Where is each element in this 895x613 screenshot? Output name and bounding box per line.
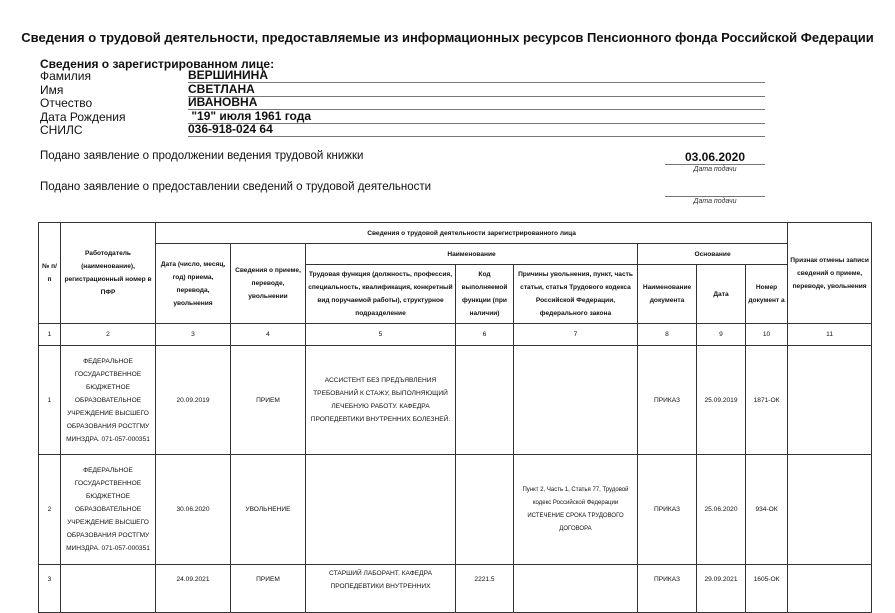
cell-event: УВОЛЬНЕНИЕ [230, 454, 306, 565]
header-basis-group: Основание [636, 243, 789, 265]
cell-date: 24.09.2021 [155, 564, 231, 613]
header-doc-number: Номер документ а [744, 264, 789, 324]
cell-doc-name: ПРИКАЗ [637, 345, 697, 455]
statement-continue-caption: Дата подачи [693, 166, 737, 173]
cell-cancel [787, 454, 873, 565]
header-name-group: Наименование [305, 243, 638, 265]
cell-doc-name: ПРИКАЗ [637, 564, 697, 613]
statement-info-text: Подано заявление о предоставлении сведен… [40, 181, 432, 193]
label-snils: СНИЛС [40, 123, 83, 137]
value-surname: ВЕРШИНИНА [188, 69, 765, 83]
col-number: 1 [38, 323, 61, 346]
cell-employer: ФЕДЕРАЛЬНОЕ ГОСУДАРСТВЕННОЕ БЮДЖЕТНОЕ ОБ… [60, 345, 156, 455]
header-event: Сведения о приеме, переводе, увольнении [230, 243, 306, 324]
cell-employer: ФЕДЕРАЛЬНОЕ ГОСУДАРСТВЕННОЕ БЮДЖЕТНОЕ ОБ… [60, 454, 156, 565]
cell-event: ПРИЕМ [230, 564, 306, 613]
document-title: Сведения о трудовой деятельности, предос… [21, 30, 874, 45]
statement-info-date [665, 182, 765, 197]
cell-code [455, 454, 514, 565]
cell-doc-date: 29.09.2021 [696, 564, 746, 613]
header-group: Сведения о трудовой деятельности зарегис… [154, 222, 789, 244]
header-function: Трудовая функция (должность, профессия, … [305, 264, 456, 324]
table-row: 2 ФЕДЕРАЛЬНОЕ ГОСУДАРСТВЕННОЕ БЮДЖЕТНОЕ … [38, 454, 873, 565]
col-number: 4 [230, 323, 306, 346]
col-number: 9 [696, 323, 746, 346]
col-number: 8 [637, 323, 697, 346]
cell-code: 2221.5 [455, 564, 514, 613]
cell-employer [60, 564, 156, 613]
cell-doc-date: 25.09.2019 [696, 345, 746, 455]
col-number: 11 [787, 323, 873, 346]
cell-function [305, 454, 456, 565]
label-patronymic: Отчество [40, 96, 93, 110]
statement-continue-text: Подано заявление о продолжении ведения т… [40, 150, 364, 162]
cell-cancel [787, 345, 873, 455]
cell-reason [513, 345, 638, 455]
header-employer: Работодатель (наименование), регистрацио… [60, 222, 156, 324]
cell-code [455, 345, 514, 455]
value-patronymic: ИВАНОВНА [188, 96, 765, 110]
value-birthdate: "19" июля 1961 года [188, 110, 765, 124]
table-row: 3 24.09.2021 ПРИЕМ СТАРШИЙ ЛАБОРАНТ. КАФ… [38, 564, 873, 613]
employment-table: № п/п Работодатель (наименование), регис… [38, 222, 873, 613]
cell-doc-name: ПРИКАЗ [637, 454, 697, 565]
header-no: № п/п [38, 222, 61, 324]
table-row: 1 ФЕДЕРАЛЬНОЕ ГОСУДАРСТВЕННОЕ БЮДЖЕТНОЕ … [38, 345, 873, 455]
col-number: 5 [305, 323, 456, 346]
statement-info-caption: Дата подачи [693, 198, 737, 205]
header-reason: Причины увольнения, пункт, часть статьи,… [513, 264, 638, 324]
cell-function: АССИСТЕНТ БЕЗ ПРЕДЪЯВЛЕНИЯ ТРЕБОВАНИЙ К … [305, 345, 456, 455]
cell-reason: Пункт 2, Часть 1, Статья 77, Трудовой ко… [513, 454, 638, 565]
header-cancel: Признак отмены записи сведений о приеме,… [787, 222, 873, 324]
label-surname: Фамилия [40, 69, 91, 83]
cell-doc-date: 25.06.2020 [696, 454, 746, 565]
cell-cancel [787, 564, 873, 613]
col-number: 6 [455, 323, 514, 346]
person-section-title: Сведения о зарегистрированном лице: [40, 57, 275, 71]
label-birthdate: Дата Рождения [40, 110, 126, 124]
cell-doc-number: 1871-ОК [744, 345, 789, 455]
col-number: 2 [60, 323, 156, 346]
col-number: 7 [513, 323, 638, 346]
col-number: 3 [155, 323, 231, 346]
cell-no: 1 [38, 345, 61, 455]
header-doc-date: Дата [696, 264, 746, 324]
label-name: Имя [40, 83, 64, 97]
cell-no: 3 [38, 564, 61, 613]
value-name: СВЕТЛАНА [188, 83, 765, 97]
cell-no: 2 [38, 454, 61, 565]
cell-doc-number: 1605-ОК [744, 564, 789, 613]
header-code: Код выполняемой функции (при наличии) [455, 264, 514, 324]
header-date: Дата (число, месяц, год) приема, перевод… [155, 243, 231, 324]
col-number: 10 [744, 323, 789, 346]
cell-event: ПРИЕМ [230, 345, 306, 455]
value-snils: 036-918-024 64 [188, 123, 765, 137]
statement-continue-date: 03.06.2020 [665, 150, 765, 165]
cell-date: 30.06.2020 [155, 454, 231, 565]
cell-date: 20.09.2019 [155, 345, 231, 455]
cell-reason [513, 564, 638, 613]
cell-function: СТАРШИЙ ЛАБОРАНТ. КАФЕДРА ПРОПЕДЕВТИКИ В… [305, 564, 456, 613]
header-doc-name: Наименование документа [637, 264, 697, 324]
cell-doc-number: 934-ОК [744, 454, 789, 565]
